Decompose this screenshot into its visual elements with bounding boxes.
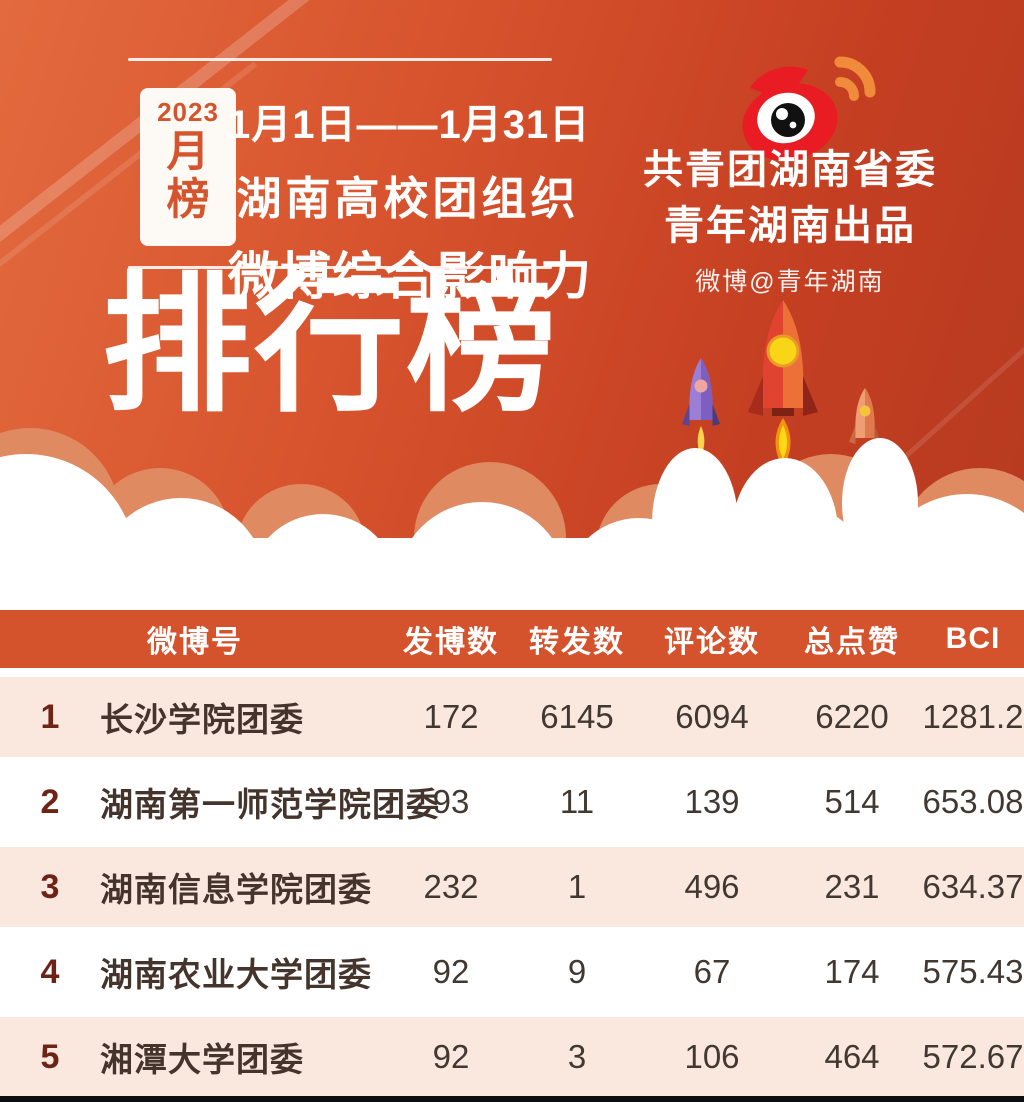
hero-subtitle-block: 1月1日——1月31日 湖南高校团组织 微博综合影响力 [228, 92, 593, 309]
table-row: 3 湖南信息学院团委 232 1 496 231 634.37 [0, 847, 1024, 927]
rank-number: 1 [40, 697, 60, 736]
posts-value: 172 [423, 698, 479, 735]
table-row: 5 湘潭大学团委 92 3 106 464 572.67 [0, 1017, 1024, 1097]
table-body: 1 长沙学院团委 172 6145 6094 6220 1281.2 2 湖南第… [0, 668, 1024, 1097]
cloud-band [0, 410, 1024, 610]
reposts-value: 6145 [540, 698, 614, 735]
badge-char-month: 月 [166, 128, 210, 176]
rank-number: 5 [40, 1037, 60, 1076]
publisher-line1: 共青团湖南省委 [643, 148, 937, 192]
likes-value: 464 [824, 1038, 880, 1075]
badge-char-list: 榜 [166, 176, 210, 225]
comments-value: 139 [684, 783, 740, 820]
table-row: 2 湖南第一师范学院团委 93 11 139 514 653.08 [0, 762, 1024, 842]
publisher-line2: 青年湖南出品 [664, 204, 916, 248]
divider-middle [128, 266, 552, 269]
posts-value: 232 [423, 868, 479, 905]
posts-value: 92 [432, 953, 470, 990]
bci-value: 1281.2 [922, 698, 1024, 735]
bottom-border [0, 1096, 1024, 1102]
reposts-value: 9 [567, 953, 587, 990]
publisher-block: 共青团湖南省委 青年湖南出品 微博@青年湖南 [608, 142, 972, 298]
table-header: 微博号 发博数 转发数 评论数 总点赞 BCI [0, 610, 1024, 668]
posts-value: 93 [432, 783, 470, 820]
column-header-comments: 评论数 [664, 626, 760, 659]
account-name: 湘潭大学团委 [100, 1041, 304, 1078]
column-header-likes: 总点赞 [804, 626, 900, 659]
bci-value: 634.37 [922, 868, 1024, 905]
bci-value: 572.67 [922, 1038, 1024, 1075]
reposts-value: 3 [567, 1038, 587, 1075]
comments-value: 496 [684, 868, 740, 905]
weibo-logo-icon [742, 56, 876, 161]
account-name: 湖南第一师范学院团委 [100, 786, 440, 823]
rank-number: 3 [40, 867, 60, 906]
posts-value: 92 [432, 1038, 470, 1075]
rank-number: 2 [40, 782, 60, 821]
hero-banner: 2023 月 榜 1月1日——1月31日 湖南高校团组织 微博综合影响力 排行榜… [0, 0, 1024, 610]
likes-value: 174 [824, 953, 880, 990]
subtitle-line2: 微博综合影响力 [228, 248, 593, 305]
divider-top [128, 58, 552, 61]
table-row: 1 长沙学院团委 172 6145 6094 6220 1281.2 [0, 677, 1024, 757]
reposts-value: 11 [559, 783, 595, 820]
comments-value: 106 [684, 1038, 740, 1075]
cloud-floor [0, 538, 1024, 610]
likes-value: 231 [824, 868, 880, 905]
reposts-value: 1 [567, 868, 587, 905]
column-header-account: 微博号 [147, 626, 243, 659]
rank-number: 4 [40, 952, 60, 991]
bci-value: 653.08 [922, 783, 1024, 820]
badge-year: 2023 [157, 97, 219, 127]
rocket-red-icon [748, 300, 818, 468]
rocket-purple-icon [682, 358, 720, 456]
column-header-reposts: 转发数 [529, 626, 625, 659]
account-name: 长沙学院团委 [100, 701, 304, 738]
month-badge: 2023 月 榜 [140, 88, 236, 246]
account-name: 湖南农业大学团委 [100, 956, 372, 993]
date-range: 1月1日——1月31日 [228, 103, 591, 147]
likes-value: 514 [824, 783, 880, 820]
bci-value: 575.43 [922, 953, 1024, 990]
column-header-bci: BCI [945, 622, 1001, 655]
account-name: 湖南信息学院团委 [100, 871, 372, 908]
comments-value: 6094 [675, 698, 749, 735]
table-row: 4 湖南农业大学团委 92 9 67 174 575.43 [0, 932, 1024, 1012]
weibo-handle: 微博@青年湖南 [695, 268, 885, 296]
column-header-posts: 发博数 [403, 626, 499, 659]
page-title: 排行榜 [101, 261, 558, 429]
comments-value: 67 [693, 953, 731, 990]
subtitle-line1: 湖南高校团组织 [236, 173, 580, 224]
likes-value: 6220 [815, 698, 889, 735]
